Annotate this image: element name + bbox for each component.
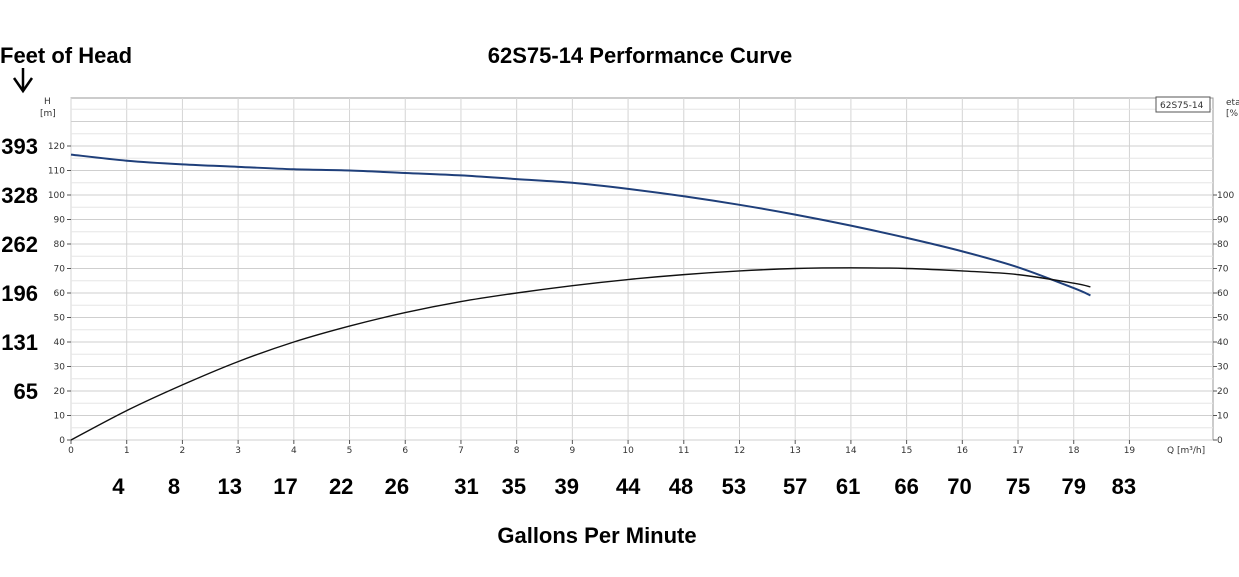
x-tick-label: 12 <box>734 446 745 456</box>
feet-label: 131 <box>1 330 38 355</box>
right-tick-label: 50 <box>1217 314 1229 324</box>
head-curve <box>70 153 1091 297</box>
y-tick-label: 30 <box>54 363 66 373</box>
x-tick-label: 17 <box>1012 446 1023 456</box>
feet-label: 328 <box>1 183 38 208</box>
x-tick-label: 6 <box>402 446 408 456</box>
y-axis-label: H <box>44 97 51 107</box>
x-tick-label: 18 <box>1068 446 1080 456</box>
right-tick-label: 30 <box>1217 363 1229 373</box>
y-tick-label: 20 <box>54 387 66 397</box>
right-tick-label: 40 <box>1217 338 1229 348</box>
x-tick-label: 9 <box>569 446 575 456</box>
gpm-label: 61 <box>836 474 860 499</box>
x-tick-label: 16 <box>957 446 969 456</box>
x-axis-label: Q [m³/h] <box>1167 446 1205 456</box>
curves <box>70 153 1091 441</box>
right-axis-unit: [% <box>1226 109 1239 119</box>
gpm-label: 17 <box>273 474 297 499</box>
arrow-down-icon <box>12 68 34 94</box>
gpm-label: 13 <box>218 474 242 499</box>
gpm-label: 79 <box>1061 474 1085 499</box>
feet-label: 196 <box>1 281 38 306</box>
right-tick-label: 0 <box>1217 436 1223 446</box>
feet-label: 65 <box>14 379 38 404</box>
gpm-label: 57 <box>783 474 807 499</box>
gpm-label: 48 <box>669 474 693 499</box>
gpm-label: 53 <box>722 474 746 499</box>
gpm-label: 83 <box>1112 474 1136 499</box>
y-tick-label: 60 <box>54 289 66 299</box>
gpm-label: 75 <box>1006 474 1030 499</box>
gpm-label: 70 <box>947 474 971 499</box>
y-tick-label: 40 <box>54 338 66 348</box>
y-axis-unit: [m] <box>40 109 56 119</box>
right-axis-label: eta <box>1226 98 1239 108</box>
chart-title: 62S75-14 Performance Curve <box>488 43 793 68</box>
x-tick-label: 14 <box>845 446 857 456</box>
right-tick-label: 90 <box>1217 216 1229 226</box>
y-tick-label: 10 <box>54 412 66 422</box>
right-tick-label: 100 <box>1217 191 1234 201</box>
right-tick-label: 10 <box>1217 412 1229 422</box>
gpm-label: 8 <box>168 474 180 499</box>
efficiency-curve <box>70 267 1091 441</box>
gpm-label: 39 <box>555 474 579 499</box>
x-tick-label: 7 <box>458 446 464 456</box>
gpm-label: 66 <box>894 474 918 499</box>
gpm-label: 22 <box>329 474 353 499</box>
right-tick-label: 70 <box>1217 265 1229 275</box>
gpm-label: 44 <box>616 474 641 499</box>
y-tick-label: 70 <box>54 265 66 275</box>
x-tick-label: 15 <box>901 446 912 456</box>
x-tick-label: 2 <box>180 446 186 456</box>
x-tick-label: 10 <box>622 446 634 456</box>
right-tick-label: 60 <box>1217 289 1229 299</box>
y-tick-label: 100 <box>48 191 65 201</box>
y-tick-label: 50 <box>54 314 66 324</box>
x-tick-label: 1 <box>124 446 130 456</box>
gpm-label: 26 <box>385 474 409 499</box>
axes: 0 1 2 3 4 5 6 7 8 9 10 11 12 13 14 15 16 17 18 190102030405… <box>48 142 1235 456</box>
x-tick-label: 5 <box>347 446 353 456</box>
gpm-label: 35 <box>502 474 526 499</box>
gpm-label: 31 <box>454 474 478 499</box>
y-tick-label: 110 <box>48 167 65 177</box>
x-tick-label: 13 <box>789 446 800 456</box>
grid <box>70 97 1214 441</box>
y-tick-label: 80 <box>54 240 66 250</box>
x-tick-label: 8 <box>514 446 520 456</box>
legend-label: 62S75-14 <box>1160 101 1204 111</box>
x-tick-label: 3 <box>235 446 241 456</box>
legend: 62S75-14 <box>1155 96 1211 113</box>
x-tick-label: 4 <box>291 446 297 456</box>
x-tick-label: 19 <box>1124 446 1136 456</box>
right-tick-label: 80 <box>1217 240 1229 250</box>
x-tick-label: 11 <box>678 446 689 456</box>
y-tick-label: 0 <box>59 436 65 446</box>
feet-label: 393 <box>1 134 38 159</box>
y-tick-label: 120 <box>48 142 65 152</box>
x-tick-label: 0 <box>68 446 74 456</box>
left-axis-title: Feet of Head <box>0 43 132 68</box>
feet-label: 262 <box>1 232 38 257</box>
y-tick-label: 90 <box>54 216 66 226</box>
bottom-axis-title: Gallons Per Minute <box>497 523 696 548</box>
right-tick-label: 20 <box>1217 387 1229 397</box>
gpm-label: 4 <box>112 474 125 499</box>
